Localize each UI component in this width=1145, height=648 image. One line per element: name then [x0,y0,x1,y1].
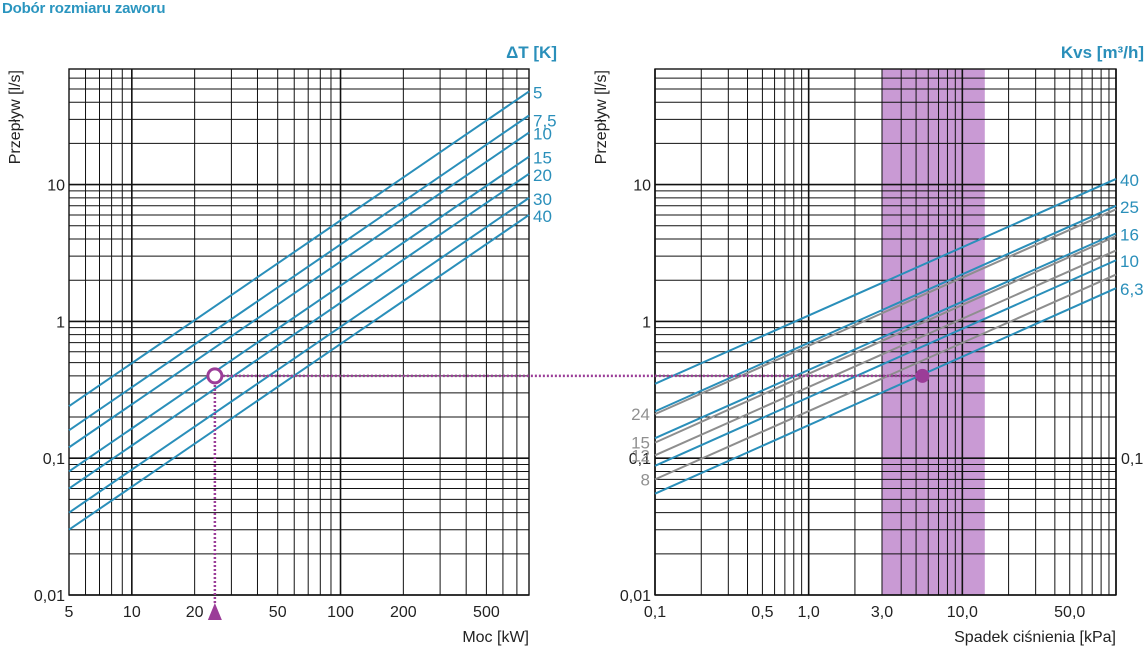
dt-series-label: 20 [533,166,552,185]
kvs-series-label-gray: 8 [641,470,650,489]
left-x-tick-label: 50 [269,604,287,621]
dt-series-label: 5 [533,83,542,102]
left-x-tick-label: 10 [123,604,141,621]
left-x-tick-label: 200 [390,604,417,621]
kvs-series-line-0 [654,178,1117,385]
dt-series-line-6 [68,214,530,531]
left-x-tick-label: 100 [327,604,354,621]
left-plot-frame [68,68,530,596]
right-operating-point-marker [915,368,930,383]
kvs-series-line-6 [654,235,1117,444]
page-title: Dobór rozmiaru zaworu [2,0,166,17]
kvs-series-line-1 [654,204,1117,413]
right-x-tick-label: 50,0 [1054,604,1085,621]
kvs-series-label: 6,3 [1120,280,1144,299]
right-y-tick-label: 1 [642,314,651,331]
left-y-axis-title: Przepływ [l/s] [7,70,24,164]
kvs-series-line-7 [654,249,1117,457]
right-y-tick-label: 0,1 [629,451,651,468]
left-x-tick-label: 5 [65,604,74,621]
left-y-tick-label: 1 [56,314,65,331]
right-x-tick-label: 0,5 [751,604,773,621]
right-y-tick-label: 10 [633,178,651,195]
dt-series-line-5 [68,197,530,514]
left-x-tick-label: 20 [186,604,204,621]
kvs-series-label-gray: 24 [631,405,650,424]
right-y-axis-title: Przepływ [l/s] [593,70,610,164]
left-y-tick-label: 0,01 [34,588,65,605]
dt-series-line-1 [68,114,530,432]
kvs-series-line-2 [654,232,1117,440]
power-input-arrow-icon [207,603,222,620]
dt-series-line-0 [68,90,530,408]
dt-series-label: 30 [533,190,552,209]
kvs-series-label-gray: 12 [631,446,650,465]
guide-layer [206,367,930,620]
dt-series-label: 7,5 [533,112,557,131]
right-x-axis-title: Spadek ciśnienia [kPa] [954,629,1116,646]
dt-series-line-2 [68,131,530,449]
right-plot-frame [654,68,1117,596]
right-x-tick-label: 3,0 [871,604,893,621]
kvs-series-label: 10 [1120,252,1139,271]
dt-series-label: 15 [533,149,552,168]
right-y-tick-label-right: 0,1 [1121,451,1143,468]
dt-series-line-4 [68,172,530,490]
left-x-tick-label: 500 [473,604,500,621]
left-legend-title: ΔT [K] [506,43,557,62]
right-legend-title: Kvs [m³/h] [1061,43,1144,62]
left-operating-point-marker [206,367,224,385]
left-y-tick-label: 0,1 [43,451,65,468]
right-x-tick-label: 1,0 [798,604,820,621]
kvs-series-line-8 [654,273,1117,481]
left-x-axis-title: Moc [kW] [462,629,529,646]
kvs-series-line-5 [654,208,1117,416]
kvs-series-line-4 [654,287,1117,495]
left-y-tick-label: 10 [47,178,65,195]
kvs-series-label: 16 [1120,225,1139,244]
kvs-series-label: 40 [1120,171,1139,190]
kvs-series-label-gray: 15 [631,434,650,453]
kvs-series-label: 25 [1120,198,1139,217]
dt-series-label: 10 [533,125,552,144]
right-x-tick-label: 0,1 [644,604,666,621]
kvs-series-line-3 [654,259,1117,467]
series-layer [68,90,1117,531]
dt-series-line-3 [68,155,530,473]
right-x-tick-label: 10,0 [947,604,978,621]
right-y-tick-label: 0,01 [620,588,651,605]
dt-series-label: 40 [533,207,552,226]
